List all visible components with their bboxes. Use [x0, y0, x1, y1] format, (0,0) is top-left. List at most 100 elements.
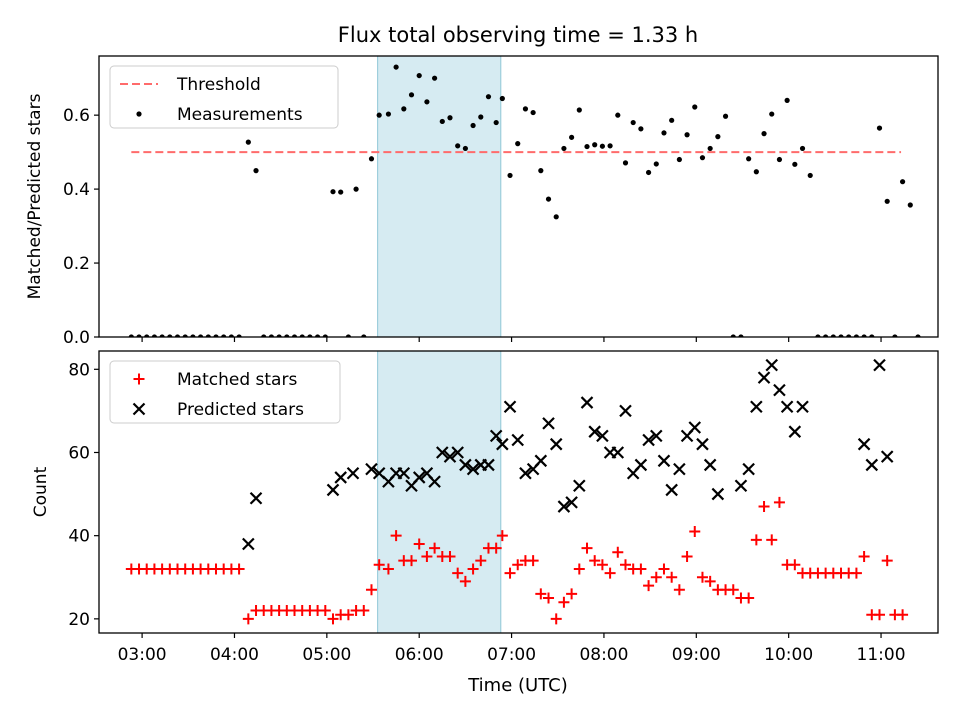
measurement-point-53 [538, 168, 544, 174]
matched-star-point-64 [619, 559, 631, 571]
plot-area [125, 358, 909, 625]
matched-star-point-49 [504, 567, 516, 579]
matched-star-point-53 [535, 588, 547, 600]
matched-star-point-33 [382, 563, 394, 575]
measurement-point-54 [545, 196, 552, 202]
matched-star-point-82 [758, 501, 770, 513]
measurement-point-36 [408, 92, 415, 98]
measurement-point-33 [385, 111, 392, 117]
matched-star-point-25 [319, 605, 331, 617]
measurement-point-82 [761, 131, 767, 137]
legend-box [109, 65, 339, 129]
predicted-star-point-37 [611, 446, 625, 459]
measurement-point-76 [715, 134, 721, 140]
predicted-star-point-1 [249, 491, 263, 505]
predicted-star-point-58 [788, 425, 802, 438]
measurement-point-59 [584, 143, 590, 150]
measurement-point-46 [485, 94, 492, 100]
predicted-star-point-61 [865, 458, 879, 472]
matched-star-point-63 [612, 546, 624, 558]
matched-star-point-31 [365, 584, 377, 596]
predicted-star-point-60 [857, 437, 871, 451]
matched-star-point-36 [406, 555, 418, 567]
predicted-star-point-47 [688, 421, 702, 434]
measurement-point-86 [792, 161, 798, 167]
matched-star-point-32 [373, 559, 385, 571]
measurement-point-15 [245, 139, 251, 145]
x-tick-label: 07:00 [487, 645, 536, 665]
measurement-point-50 [515, 141, 521, 147]
measurement-point-58 [576, 107, 582, 113]
measurement-point-98 [884, 198, 890, 204]
predicted-star-point-53 [750, 400, 763, 414]
observing-window-span [377, 350, 502, 634]
measurement-point-70 [669, 117, 675, 123]
measurement-point-64 [622, 160, 629, 166]
predicted-star-point-41 [642, 433, 655, 447]
matched-star-point-59 [581, 542, 593, 554]
measurement-point-63 [615, 112, 621, 118]
x-tick-label: 06:00 [395, 645, 444, 665]
matched-star-point-84 [773, 496, 785, 508]
y-tick-label: 20 [68, 610, 90, 630]
measurement-point-67 [645, 169, 652, 176]
axes-frame [98, 55, 939, 338]
measurement-point-39 [432, 75, 438, 81]
matched-star-point-62 [604, 567, 616, 579]
predicted-star-point-57 [780, 400, 794, 414]
matched-star-point-75 [704, 575, 716, 587]
measurement-point-80 [746, 156, 752, 162]
measurement-point-31 [368, 156, 375, 162]
matched-star-point-74 [696, 571, 708, 583]
predicted-star-point-51 [734, 479, 748, 493]
matched-star-point-60 [589, 555, 601, 567]
predicted-star-point-38 [619, 404, 632, 418]
matched-star-point-48 [496, 530, 508, 542]
matched-star-point-30 [358, 605, 370, 617]
measurement-point-61 [599, 143, 606, 149]
measurement-point-55 [553, 214, 559, 220]
measurement-point-56 [561, 145, 567, 152]
predicted-star-point-62 [873, 358, 886, 372]
matched-star-point-69 [658, 563, 670, 575]
measurement-point-41 [447, 115, 453, 121]
measurement-point-84 [776, 156, 783, 163]
x-tick-label: 10:00 [764, 645, 813, 665]
matched-star-point-57 [566, 588, 578, 600]
matched-star-point-28 [342, 609, 354, 621]
measurement-point-100 [899, 179, 906, 185]
predicted-star-point-32 [573, 479, 586, 493]
x-tick-label: 08:00 [579, 645, 628, 665]
measurement-point-69 [661, 130, 667, 136]
predicted-star-point-27 [534, 454, 548, 468]
measurement-point-72 [684, 132, 690, 138]
matched-star-point-61 [596, 559, 608, 571]
matched-star-point-98 [881, 555, 893, 567]
x-tick-label: 03:00 [118, 645, 167, 665]
predicted-star-point-3 [334, 471, 347, 484]
predicted-star-point-13 [428, 475, 441, 488]
legend-cross-swatch [132, 402, 146, 416]
y-tick-label: 0.6 [63, 106, 90, 126]
predicted-star-point-15 [443, 450, 457, 463]
measurement-point-27 [338, 189, 344, 195]
legend-label: Threshold [176, 75, 261, 95]
predicted-star-point-44 [665, 483, 678, 497]
matched-star-point-68 [650, 571, 662, 583]
measurement-point-48 [499, 95, 505, 102]
measurement-point-44 [470, 122, 476, 129]
measurement-point-74 [699, 155, 706, 161]
matched-star-point-73 [689, 526, 701, 538]
measurement-point-32 [376, 112, 382, 118]
matched-star-point-14 [233, 563, 245, 575]
predicted-star-point-33 [580, 396, 594, 409]
predicted-star-point-16 [451, 446, 464, 459]
legend-dots-swatch [136, 111, 142, 117]
predicted-star-point-43 [657, 454, 671, 468]
matched-star-point-54 [543, 592, 555, 604]
measurement-point-88 [807, 172, 813, 179]
measurement-point-60 [592, 142, 598, 148]
measurement-point-73 [692, 104, 698, 110]
predicted-star-point-31 [565, 496, 578, 509]
matched-star-point-52 [527, 555, 539, 567]
